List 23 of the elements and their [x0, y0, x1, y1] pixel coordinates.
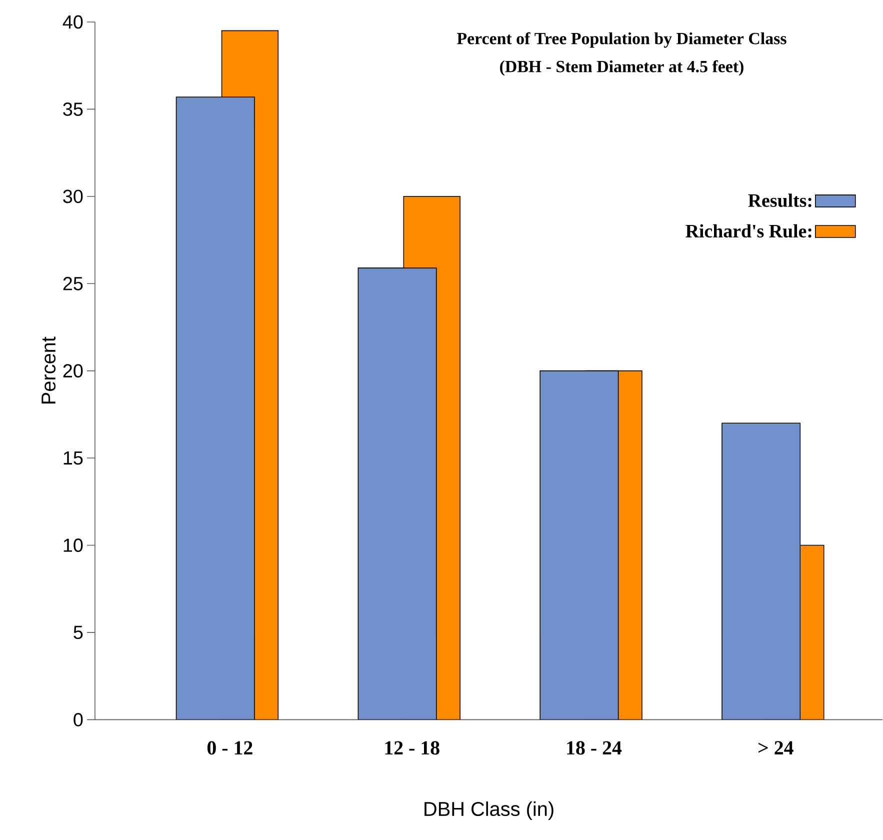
y-tick-label: 35	[63, 102, 83, 116]
x-tick-label: 18 - 24	[567, 741, 622, 755]
y-tick-label: 5	[74, 626, 83, 640]
y-tick-label: 40	[62, 15, 83, 29]
bar	[176, 96, 255, 720]
y-tick-label: 20	[63, 364, 83, 378]
y-tick-label: 25	[63, 277, 83, 290]
bar	[358, 268, 437, 720]
y-tick-label: 10	[64, 538, 83, 552]
x-tick-label: > 24	[758, 741, 794, 755]
text: Percent of Tree Population by Diameter Class	[456, 32, 786, 48]
y-axis-title: Percent	[42, 336, 56, 404]
y-tick-label: 15	[64, 452, 83, 465]
x-axis-title: DBH Class (in)	[424, 802, 554, 820]
bar	[540, 370, 619, 720]
legend-label: Results:	[748, 194, 812, 208]
y-tick-label: 0	[74, 713, 83, 727]
text: (DBH - Stem Diameter at 4.5 feet)	[500, 60, 744, 76]
x-tick-label: 12 - 18	[385, 741, 440, 755]
bar	[722, 422, 801, 720]
legend-label: Richard's Rule:	[686, 224, 812, 238]
x-tick-label: 0 - 12	[207, 741, 252, 755]
y-tick-label: 30	[63, 190, 83, 204]
